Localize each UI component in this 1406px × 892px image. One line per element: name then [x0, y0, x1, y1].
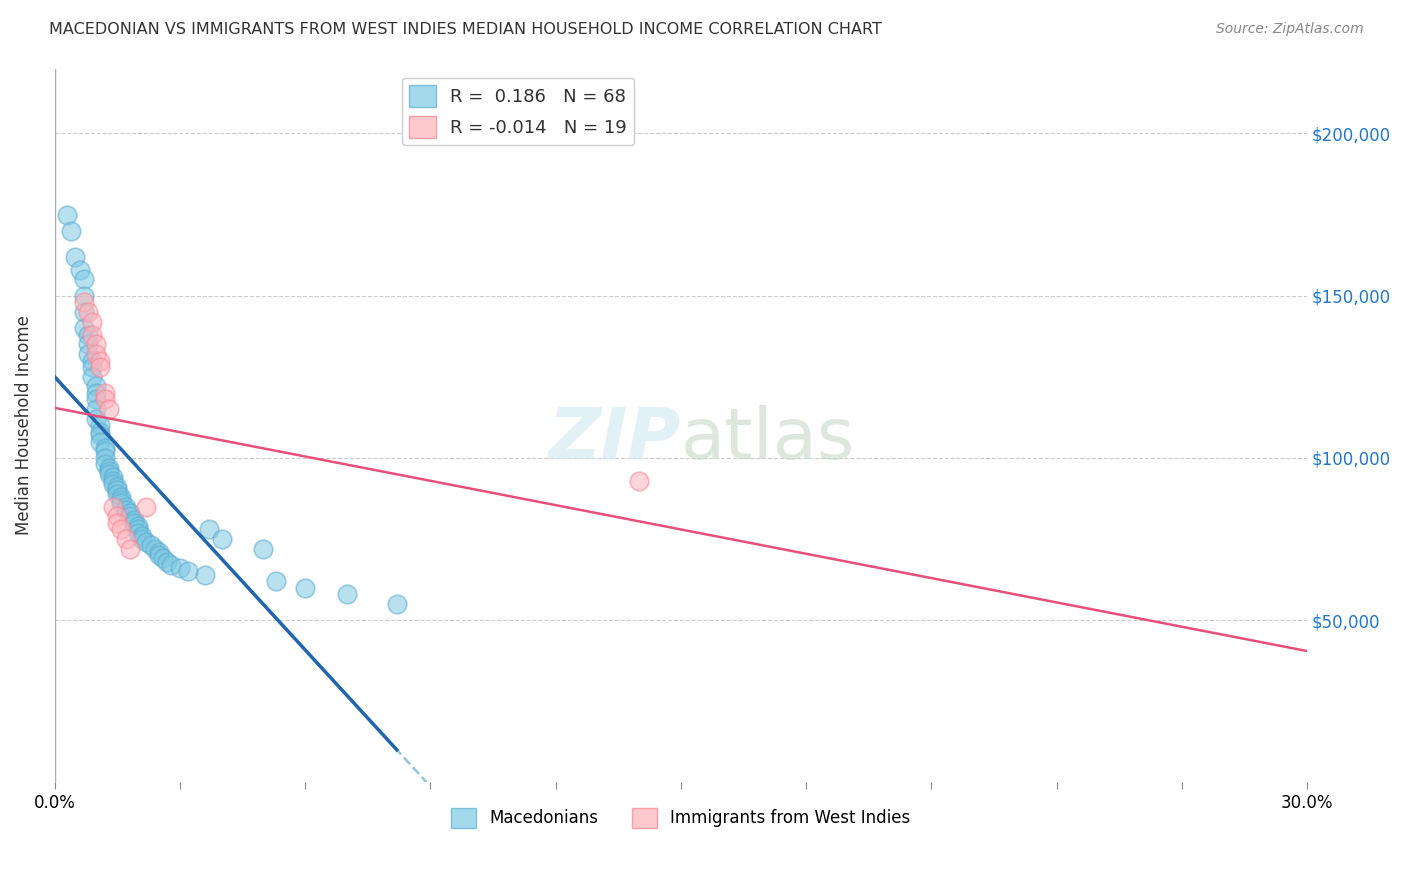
Point — [84, 402, 107, 417]
Point — [89, 353, 111, 368]
Point — [93, 444, 115, 458]
Point — [105, 516, 128, 530]
Point — [135, 535, 157, 549]
Point — [143, 541, 166, 556]
Point — [89, 418, 111, 433]
Point — [148, 548, 170, 562]
Point — [627, 474, 650, 488]
Point — [93, 386, 115, 401]
Point — [77, 337, 100, 351]
Point — [65, 250, 87, 264]
Point — [110, 493, 132, 508]
Point — [89, 434, 111, 449]
Point — [101, 474, 124, 488]
Text: ZIP: ZIP — [548, 405, 681, 475]
Point — [82, 327, 104, 342]
Point — [89, 428, 111, 442]
Point — [211, 532, 233, 546]
Point — [82, 315, 104, 329]
Point — [122, 516, 145, 530]
Point — [77, 327, 100, 342]
Point — [294, 581, 316, 595]
Point — [89, 359, 111, 374]
Point — [110, 522, 132, 536]
Point — [105, 480, 128, 494]
Point — [336, 587, 359, 601]
Point — [101, 470, 124, 484]
Point — [97, 467, 120, 482]
Point — [169, 561, 191, 575]
Point — [114, 503, 136, 517]
Point — [60, 224, 83, 238]
Point — [385, 597, 408, 611]
Point — [131, 529, 153, 543]
Point — [73, 295, 96, 310]
Point — [105, 483, 128, 498]
Point — [252, 541, 274, 556]
Point — [77, 305, 100, 319]
Point — [84, 347, 107, 361]
Point — [93, 450, 115, 465]
Point — [73, 321, 96, 335]
Text: Source: ZipAtlas.com: Source: ZipAtlas.com — [1216, 22, 1364, 37]
Point — [110, 490, 132, 504]
Point — [84, 392, 107, 407]
Point — [177, 565, 200, 579]
Point — [135, 500, 157, 514]
Point — [139, 539, 162, 553]
Point — [156, 555, 179, 569]
Point — [69, 262, 91, 277]
Point — [84, 379, 107, 393]
Point — [101, 500, 124, 514]
Point — [264, 574, 287, 589]
Y-axis label: Median Household Income: Median Household Income — [15, 316, 32, 535]
Point — [114, 500, 136, 514]
Point — [82, 353, 104, 368]
Point — [82, 359, 104, 374]
Text: atlas: atlas — [681, 405, 855, 475]
Point — [160, 558, 183, 572]
Point — [97, 460, 120, 475]
Point — [148, 545, 170, 559]
Point — [127, 525, 149, 540]
Point — [84, 386, 107, 401]
Point — [105, 509, 128, 524]
Point — [101, 476, 124, 491]
Point — [131, 532, 153, 546]
Point — [114, 532, 136, 546]
Point — [77, 347, 100, 361]
Point — [93, 392, 115, 407]
Point — [82, 369, 104, 384]
Point — [127, 519, 149, 533]
Point — [84, 412, 107, 426]
Point — [118, 506, 141, 520]
Point — [110, 496, 132, 510]
Point — [198, 522, 221, 536]
Point — [97, 464, 120, 478]
Point — [84, 337, 107, 351]
Point — [118, 509, 141, 524]
Text: MACEDONIAN VS IMMIGRANTS FROM WEST INDIES MEDIAN HOUSEHOLD INCOME CORRELATION CH: MACEDONIAN VS IMMIGRANTS FROM WEST INDIE… — [49, 22, 882, 37]
Point — [89, 425, 111, 439]
Point — [105, 486, 128, 500]
Point — [93, 458, 115, 472]
Legend: Macedonians, Immigrants from West Indies: Macedonians, Immigrants from West Indies — [444, 801, 917, 835]
Point — [93, 441, 115, 455]
Point — [118, 541, 141, 556]
Point — [127, 522, 149, 536]
Point — [73, 288, 96, 302]
Point — [73, 272, 96, 286]
Point — [56, 208, 79, 222]
Point — [97, 402, 120, 417]
Point — [194, 567, 217, 582]
Point — [152, 551, 174, 566]
Point — [122, 512, 145, 526]
Point — [73, 305, 96, 319]
